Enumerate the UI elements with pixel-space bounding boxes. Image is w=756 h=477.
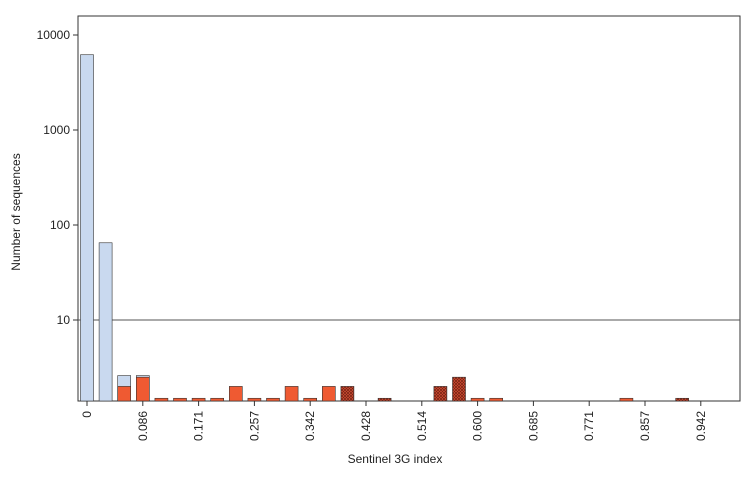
y-tick-label: 100: [50, 218, 70, 232]
x-tick-label: 0.428: [359, 411, 373, 441]
x-tick-label: 0.942: [694, 411, 708, 441]
bar-sentinel-hatched-bin-32: [675, 397, 690, 402]
bar-sentinel-bin-21: [470, 397, 485, 402]
bar-sentinel-bin-9: [247, 397, 262, 402]
x-tick-label: 0: [80, 411, 94, 418]
y-axis-label: Number of sequences: [9, 153, 23, 270]
bar-sentinel-bin-2: [117, 386, 131, 402]
bar-sentinel-hatched-bin-14: [340, 386, 355, 402]
bar-sentinel-bin-7: [210, 397, 224, 402]
bar-sentinel-hatched-bin-19: [433, 386, 448, 402]
bar-sentinel-bin-5: [173, 397, 187, 402]
bar-sentinel-bin-6: [191, 397, 206, 402]
bar-sentinel-bin-11: [284, 386, 299, 402]
x-tick-label: 0.171: [192, 411, 206, 441]
bar-sentinel-bin-12: [303, 397, 318, 402]
y-tick-label: 1000: [43, 123, 70, 137]
bar-sentinel-bin-13: [321, 386, 336, 402]
bar-sentinel-bin-22: [489, 397, 504, 402]
x-tick-label: 0.857: [638, 411, 652, 441]
x-tick-label: 0.685: [526, 411, 540, 441]
x-axis-label: Sentinel 3G index: [348, 452, 443, 466]
bar-sentinel-bin-8: [229, 386, 243, 402]
bar-sentinel-bin-29: [619, 397, 634, 402]
bar-sentinel-bin-10: [266, 397, 280, 402]
x-tick-label: 0.342: [303, 411, 317, 441]
bar-non-sentinel-bin-1: [98, 242, 113, 402]
bar-sentinel-hatched-bin-20: [452, 376, 466, 402]
x-tick-label: 0.600: [471, 411, 485, 441]
bar-sentinel-hatched-bin-16: [377, 397, 392, 402]
x-tick-label: 0.257: [247, 411, 261, 441]
x-tick-label: 0.771: [582, 411, 596, 441]
y-tick-label: 10000: [37, 28, 71, 42]
bar-sentinel-bin-3: [136, 376, 150, 402]
x-tick-label: 0.086: [136, 411, 150, 441]
bar-sentinel-bin-4: [154, 397, 169, 402]
y-tick-label: 10: [57, 313, 71, 327]
plot-area-frame: [77, 15, 741, 402]
x-tick-label: 0.514: [415, 411, 429, 441]
bar-non-sentinel-bin-0: [80, 54, 94, 402]
